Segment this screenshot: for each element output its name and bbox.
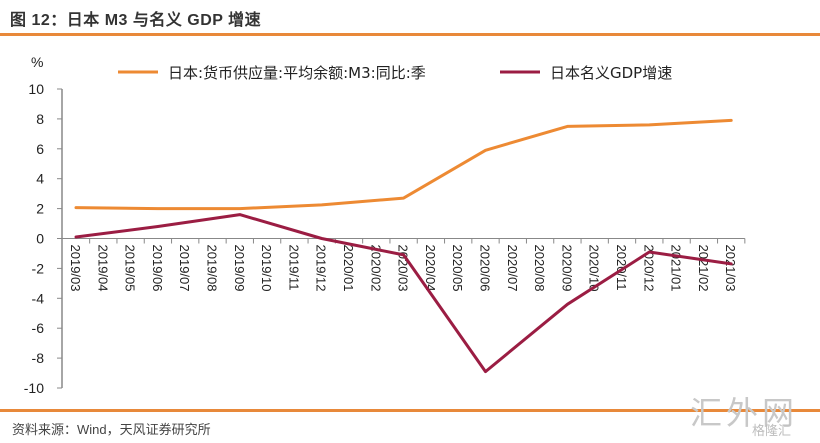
x-tick-label: 2020/03 bbox=[396, 245, 411, 292]
y-tick-label: 8 bbox=[36, 111, 44, 127]
x-tick-label: 2019/04 bbox=[95, 245, 110, 292]
x-tick-label: 2020/05 bbox=[450, 245, 465, 292]
figure-title: 图 12：日本 M3 与名义 GDP 增速 bbox=[10, 12, 262, 29]
y-tick-label: 0 bbox=[36, 231, 44, 247]
y-tick-label: 2 bbox=[36, 201, 44, 217]
y-tick-label: -6 bbox=[32, 320, 45, 336]
watermark: 汇外网 bbox=[690, 394, 799, 432]
x-tick-label: 2019/03 bbox=[68, 245, 83, 292]
x-tick-label: 2020/02 bbox=[368, 245, 383, 292]
legend-label: 日本名义GDP增速 bbox=[550, 64, 672, 82]
y-tick-label: -2 bbox=[32, 260, 45, 276]
x-tick-label: 2021/01 bbox=[669, 245, 684, 292]
y-unit-label: % bbox=[31, 54, 43, 70]
y-tick-label: -8 bbox=[32, 350, 45, 366]
title-divider bbox=[0, 33, 820, 36]
source-divider bbox=[0, 409, 820, 412]
x-tick-label: 2020/07 bbox=[505, 245, 520, 292]
x-tick-label: 2020/10 bbox=[587, 245, 602, 292]
x-tick-label: 2019/12 bbox=[314, 245, 329, 292]
watermark-sub: 格隆汇 bbox=[752, 424, 792, 439]
x-tick-label: 2020/09 bbox=[559, 245, 574, 292]
x-tick-label: 2020/08 bbox=[532, 245, 547, 292]
series-layer bbox=[74, 118, 733, 374]
x-tick-label: 2019/10 bbox=[259, 245, 274, 292]
legend-label: 日本:货币供应量:平均余额:M3:同比:季 bbox=[168, 64, 426, 82]
legend: 日本:货币供应量:平均余额:M3:同比:季 日本名义GDP增速 bbox=[118, 64, 672, 82]
x-tick-label: 2019/08 bbox=[205, 245, 220, 292]
x-tick-label: 2021/03 bbox=[723, 245, 738, 292]
y-tick-label: 6 bbox=[36, 141, 44, 157]
y-tick-label: -10 bbox=[24, 380, 44, 396]
line-chart: % 10 8 6 4 2 0 -2 -4 -6 -8 -10 2019/03 2019/04 2019/05… bbox=[24, 54, 746, 396]
y-tick-label: 10 bbox=[28, 81, 44, 97]
x-tick-label: 2020/04 bbox=[423, 245, 438, 292]
x-tick-label: 2020/11 bbox=[614, 245, 629, 291]
source-note: 资料来源：Wind，天风证券研究所 bbox=[12, 422, 211, 437]
y-tick-label: -4 bbox=[32, 290, 45, 306]
x-tick-label: 2019/09 bbox=[232, 245, 247, 292]
x-tick-label: 2020/01 bbox=[341, 245, 356, 292]
x-tick-label: 2021/02 bbox=[696, 245, 711, 292]
x-tick-label: 2019/11 bbox=[286, 245, 301, 291]
y-tick-label: 4 bbox=[36, 171, 44, 187]
x-tick-label: 2019/05 bbox=[123, 245, 138, 292]
series-line-m3 bbox=[74, 118, 733, 211]
x-tick-label: 2020/06 bbox=[478, 245, 493, 292]
x-tick-label: 2019/06 bbox=[150, 245, 165, 292]
axes: % 10 8 6 4 2 0 -2 -4 -6 -8 -10 2019/03 2019/04 2019/05… bbox=[24, 54, 746, 396]
x-tick-label: 2019/07 bbox=[177, 245, 192, 292]
